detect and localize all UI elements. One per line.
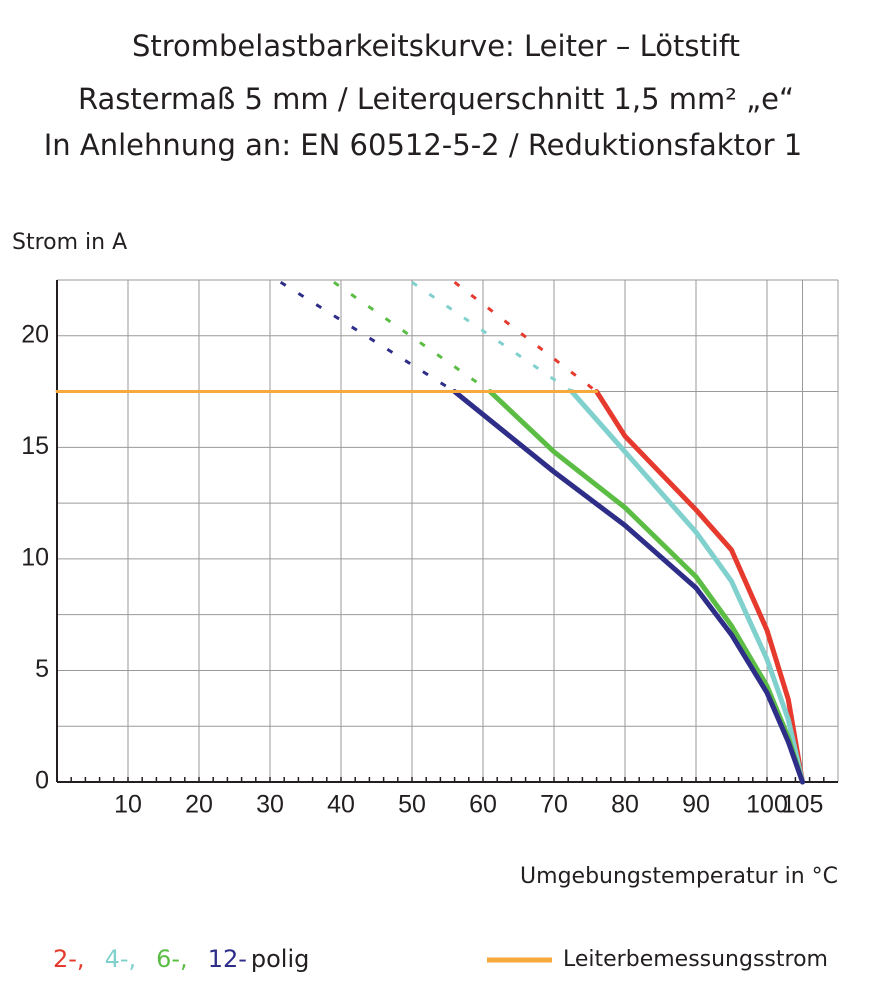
projection-line [411, 280, 573, 393]
y-axis-label: Strom in A [12, 230, 127, 255]
legend-label: Leiterbemessungsstrom [563, 947, 828, 972]
x-tick-label: 10 [114, 791, 142, 819]
legend-label: 6-, [156, 945, 188, 973]
y-tick-label: 0 [35, 767, 49, 795]
x-tick-label: 100 [746, 791, 788, 819]
x-tick-label: 70 [540, 791, 568, 819]
x-tick-label: 90 [682, 791, 710, 819]
x-tick-label: 40 [327, 791, 355, 819]
legend-label: 12- [208, 945, 247, 973]
x-axis-label: Umgebungstemperatur in °C [520, 864, 838, 889]
series-line [452, 389, 805, 785]
x-tick-label: 50 [398, 791, 426, 819]
x-tick-label: 105 [782, 791, 824, 819]
x-tick-label: 60 [469, 791, 497, 819]
projection-line [453, 281, 598, 393]
series-line [569, 389, 805, 785]
x-tick-label: 20 [185, 791, 213, 819]
legend-suffix: polig [251, 945, 310, 973]
legend-label: 4-, [105, 945, 137, 973]
y-tick-label: 5 [35, 655, 49, 683]
chart-title: Rastermaß 5 mm / Leiterquerschnitt 1,5 m… [78, 82, 794, 116]
series-line [594, 389, 805, 785]
chart-title: In Anlehnung an: EN 60512-5-2 / Reduktio… [44, 128, 803, 162]
projection-line [279, 280, 456, 393]
series-line [487, 389, 805, 785]
x-tick-label: 80 [611, 791, 639, 819]
chart-title: Strombelastbarkeitskurve: Leiter – Lötst… [132, 29, 740, 63]
y-tick-label: 20 [21, 320, 49, 348]
y-tick-label: 10 [21, 543, 49, 571]
legend-label: 2-, [53, 945, 85, 973]
x-tick-label: 30 [256, 791, 284, 819]
y-tick-label: 15 [21, 432, 49, 460]
